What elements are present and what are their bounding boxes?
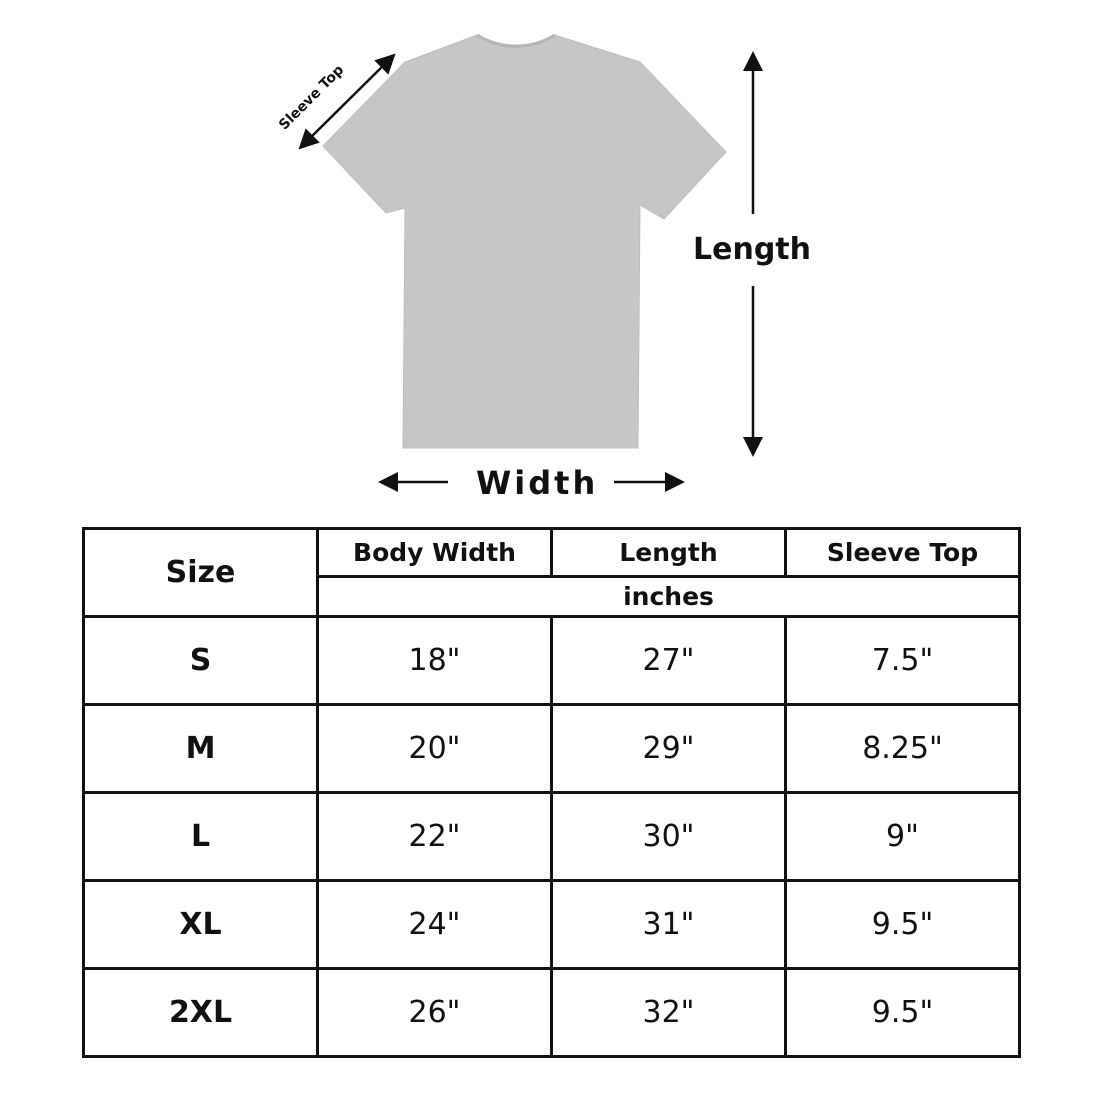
sleeve-top-cell: 9": [784, 791, 1021, 882]
tshirt-image: [322, 34, 727, 449]
length-cell: 29": [550, 703, 787, 794]
table-row: 2XL 26" 32" 9.5": [82, 967, 1021, 1058]
body-width-cell: 26": [316, 967, 553, 1058]
length-cell: 30": [550, 791, 787, 882]
body-width-cell: 22": [316, 791, 553, 882]
sleeve-top-cell: 9.5": [784, 967, 1021, 1058]
tshirt-diagram: [298, 33, 763, 492]
header-size: Size: [82, 527, 319, 618]
length-cell: 31": [550, 879, 787, 970]
length-cell: 27": [550, 615, 787, 706]
body-width-cell: 20": [316, 703, 553, 794]
table-row: S 18" 27" 7.5": [82, 615, 1021, 706]
header-length: Length: [550, 526, 787, 579]
length-cell: 32": [550, 967, 787, 1058]
header-sleeve-top: Sleeve Top: [784, 526, 1021, 579]
table-row: L 22" 30" 9": [82, 791, 1021, 882]
table-row: M 20" 29" 8.25": [82, 703, 1021, 794]
size-cell: S: [82, 615, 319, 706]
unit-label: inches: [316, 575, 1021, 618]
table-row: XL 24" 31" 9.5": [82, 879, 1021, 970]
size-cell: XL: [82, 879, 319, 970]
size-cell: L: [82, 791, 319, 882]
body-width-cell: 24": [316, 879, 553, 970]
size-cell: M: [82, 703, 319, 794]
sleeve-top-cell: 7.5": [784, 615, 1021, 706]
width-label: Width: [476, 464, 599, 502]
sleeve-top-cell: 9.5": [784, 879, 1021, 970]
sleeve-top-cell: 8.25": [784, 703, 1021, 794]
size-chart-table: Size Body Width Length Sleeve Top inches…: [82, 526, 1021, 1058]
header-body-width: Body Width: [316, 526, 553, 579]
length-label: Length: [693, 232, 811, 267]
sleeve-arrow-icon: [298, 53, 396, 150]
size-cell: 2XL: [82, 967, 319, 1058]
body-width-cell: 18": [316, 615, 553, 706]
